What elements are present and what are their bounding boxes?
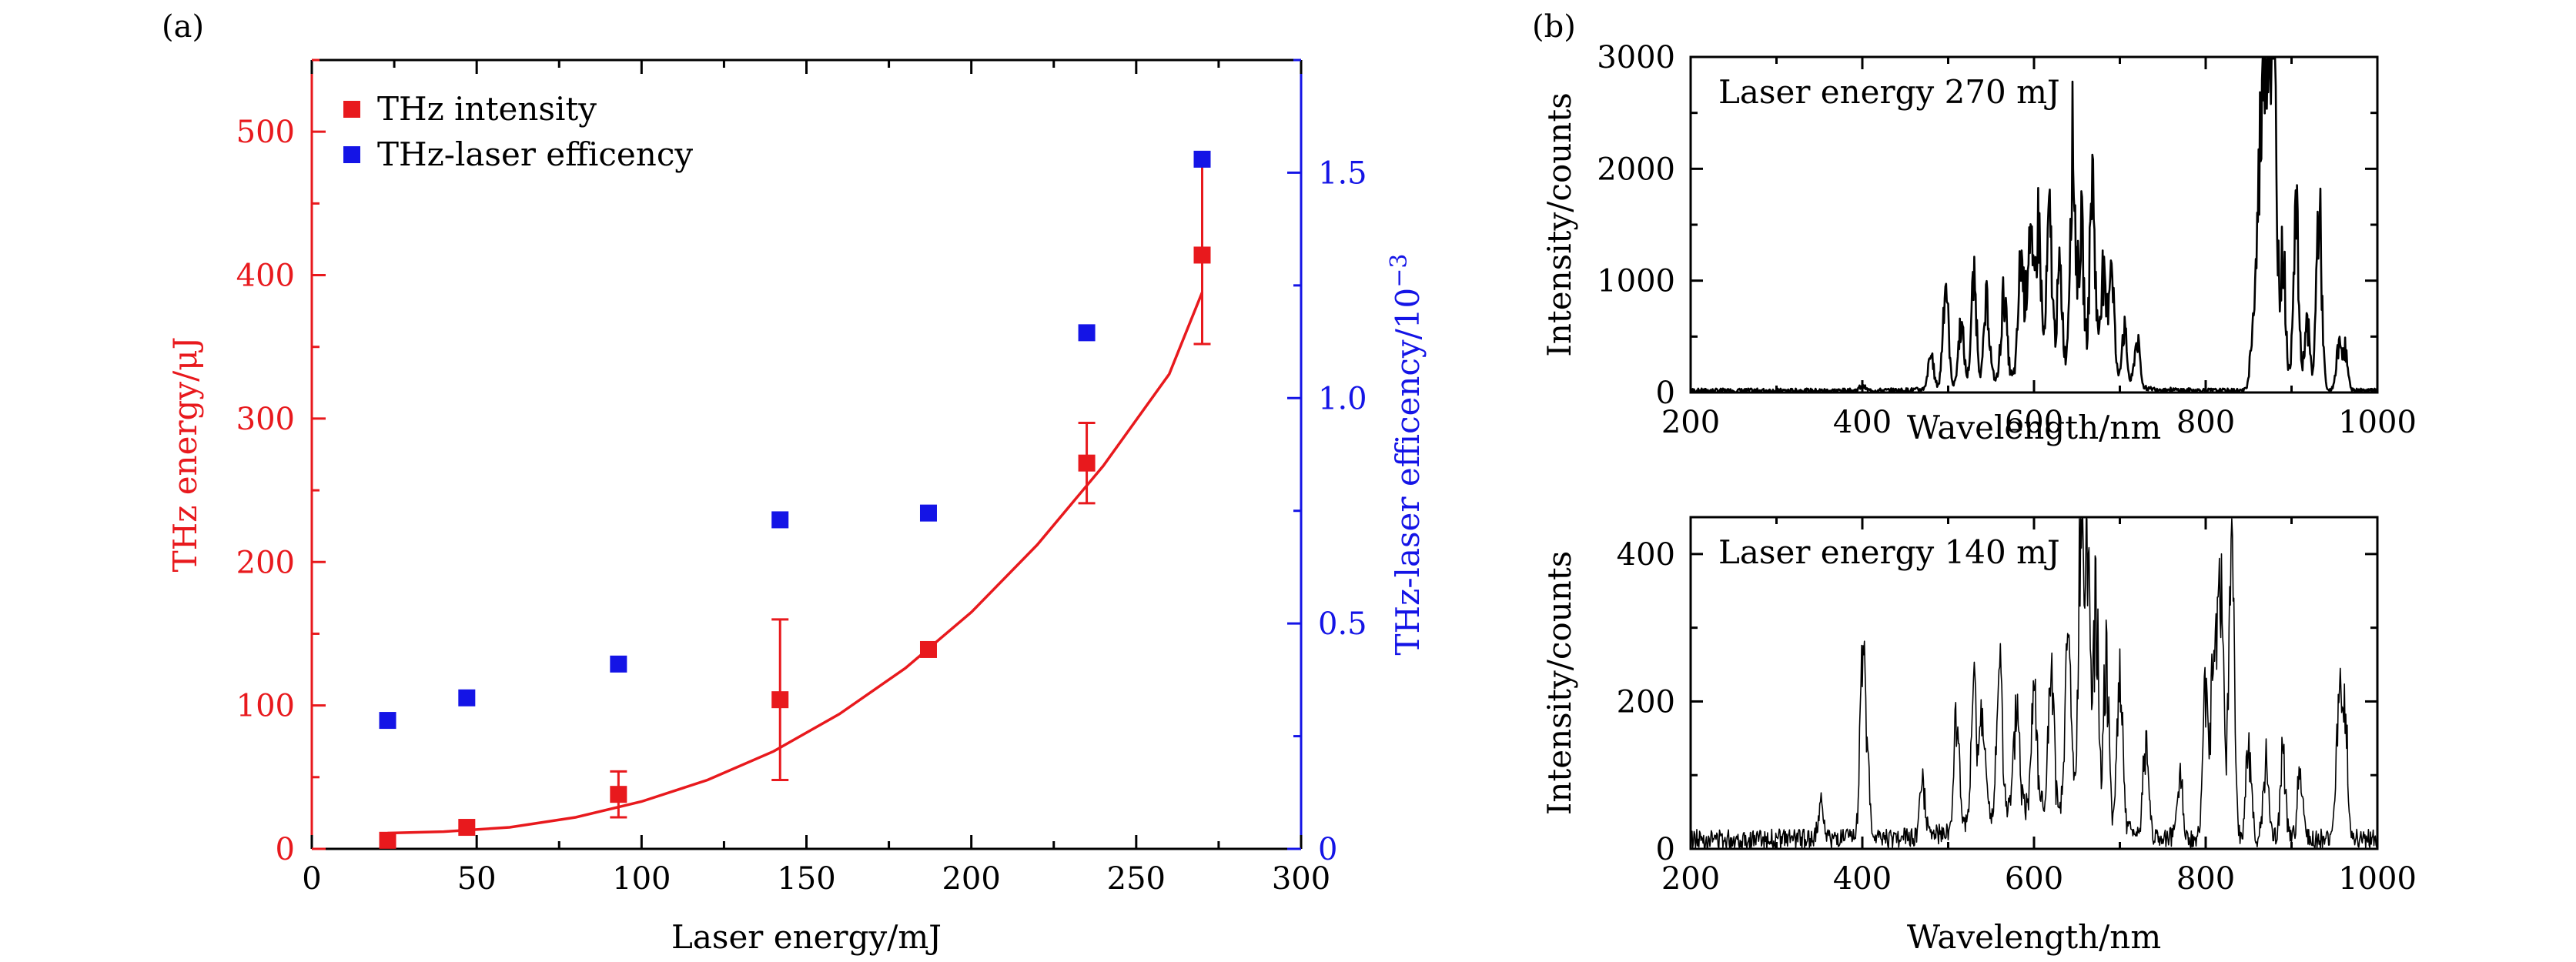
x-tick-label: 400 [1833, 405, 1892, 440]
panel-b-plot-1: 200 400 600 800 1000 0 1000 2000 3000 Wavelength/… [1541, 40, 2417, 446]
x-tick-label: 300 [1272, 861, 1330, 897]
y-tick-label: 0 [1656, 376, 1675, 411]
thz-laser-efficency-point [610, 655, 627, 673]
y-right-tick-label: 1.5 [1318, 155, 1367, 191]
thz-intensity-point [458, 819, 476, 837]
y-left-tick-label: 200 [236, 545, 295, 580]
thz-laser-efficency-point [1193, 150, 1211, 168]
legend-marker-thz-laser-efficency [343, 146, 360, 163]
y-tick-label: 3000 [1597, 40, 1675, 75]
y-tick-label: 2000 [1597, 152, 1675, 187]
panel-b-label: (b) [1532, 9, 1576, 45]
panel-a-label: (a) [162, 9, 204, 45]
panel-annotation: Laser energy 270 mJ [1718, 73, 2060, 111]
x-tick-label: 150 [777, 861, 835, 897]
x-tick-label: 200 [1661, 861, 1720, 897]
x-tick-label: 200 [942, 861, 1000, 897]
thz-laser-efficency-point [919, 504, 937, 522]
y-right-tick-label: 1.0 [1318, 381, 1367, 416]
spectrum-line [1689, 57, 2379, 394]
thz-intensity-point [379, 831, 396, 849]
y-left-tick-label: 0 [276, 832, 295, 867]
thz-intensity-point [1078, 454, 1096, 472]
panel-annotation: Laser energy 140 mJ [1718, 533, 2060, 571]
thz-laser-efficency-point [1078, 324, 1096, 342]
y-left-tick-label: 300 [236, 402, 295, 437]
y-tick-label: 200 [1617, 684, 1675, 720]
thz-intensity-point [771, 691, 789, 709]
legend-label-thz-laser-efficency: THz-laser efficency [377, 135, 693, 173]
legend-marker-thz-intensity [343, 101, 360, 118]
x-tick-label: 50 [457, 861, 497, 897]
y-left-axis-title: THz energy/μJ [166, 337, 204, 573]
x-tick-label: 400 [1833, 861, 1892, 897]
thz-intensity-point [1193, 246, 1211, 264]
x-tick-label: 1000 [2338, 405, 2417, 440]
y-tick-label: 400 [1617, 537, 1675, 573]
y-right-axis-title: THz-laser efficency/10−3 [1386, 254, 1427, 656]
thz-laser-efficency-point [379, 712, 396, 730]
thz-laser-efficency-point [458, 689, 476, 706]
x-tick-label: 1000 [2338, 861, 2417, 897]
x-axis-title: Laser energy/mJ [671, 918, 942, 956]
x-tick-label: 600 [2005, 405, 2063, 440]
thz-laser-efficency-point [771, 511, 789, 529]
x-tick-label: 100 [612, 861, 671, 897]
y-axis-title: Intensity/counts [1541, 92, 1578, 357]
x-tick-label: 800 [2176, 861, 2235, 897]
x-axis-title: Wavelength/nm [1907, 918, 2161, 956]
legend: THz intensity THz-laser efficency [343, 90, 693, 173]
y-right-tick-label: 0 [1318, 832, 1337, 867]
legend-label-thz-intensity: THz intensity [377, 90, 597, 128]
x-tick-label: 600 [2005, 861, 2063, 897]
x-tick-label: 800 [2176, 405, 2235, 440]
y-left-tick-label: 500 [236, 115, 295, 150]
y-left-tick-label: 100 [236, 689, 295, 724]
panel-a: (a)0 50 100 150 200 250 300010020030040050000.… [162, 9, 1427, 956]
y-axis-title: Intensity/counts [1541, 551, 1578, 816]
spectrum-line [1690, 518, 2378, 850]
y-right-tick-label: 0.5 [1318, 606, 1367, 642]
x-tick-label: 250 [1107, 861, 1166, 897]
x-tick-label: 0 [302, 861, 321, 897]
fit-curve [387, 292, 1204, 835]
y-left-tick-label: 400 [236, 259, 295, 294]
panel-b-plot-2: 200 400 600 800 10000200400Wavelength/nmInte… [1541, 516, 2417, 956]
thz-intensity-point [919, 640, 937, 658]
x-axis-title: Wavelength/nm [1907, 409, 2161, 446]
thz-intensity-point [610, 786, 627, 803]
y-right-axis-title-base: THz-laser efficency/10 [1389, 288, 1427, 656]
x-tick-label: 200 [1661, 405, 1720, 440]
y-tick-label: 0 [1656, 832, 1675, 867]
y-tick-label: 1000 [1597, 264, 1675, 299]
y-right-axis-title-exp: −3 [1386, 254, 1413, 288]
